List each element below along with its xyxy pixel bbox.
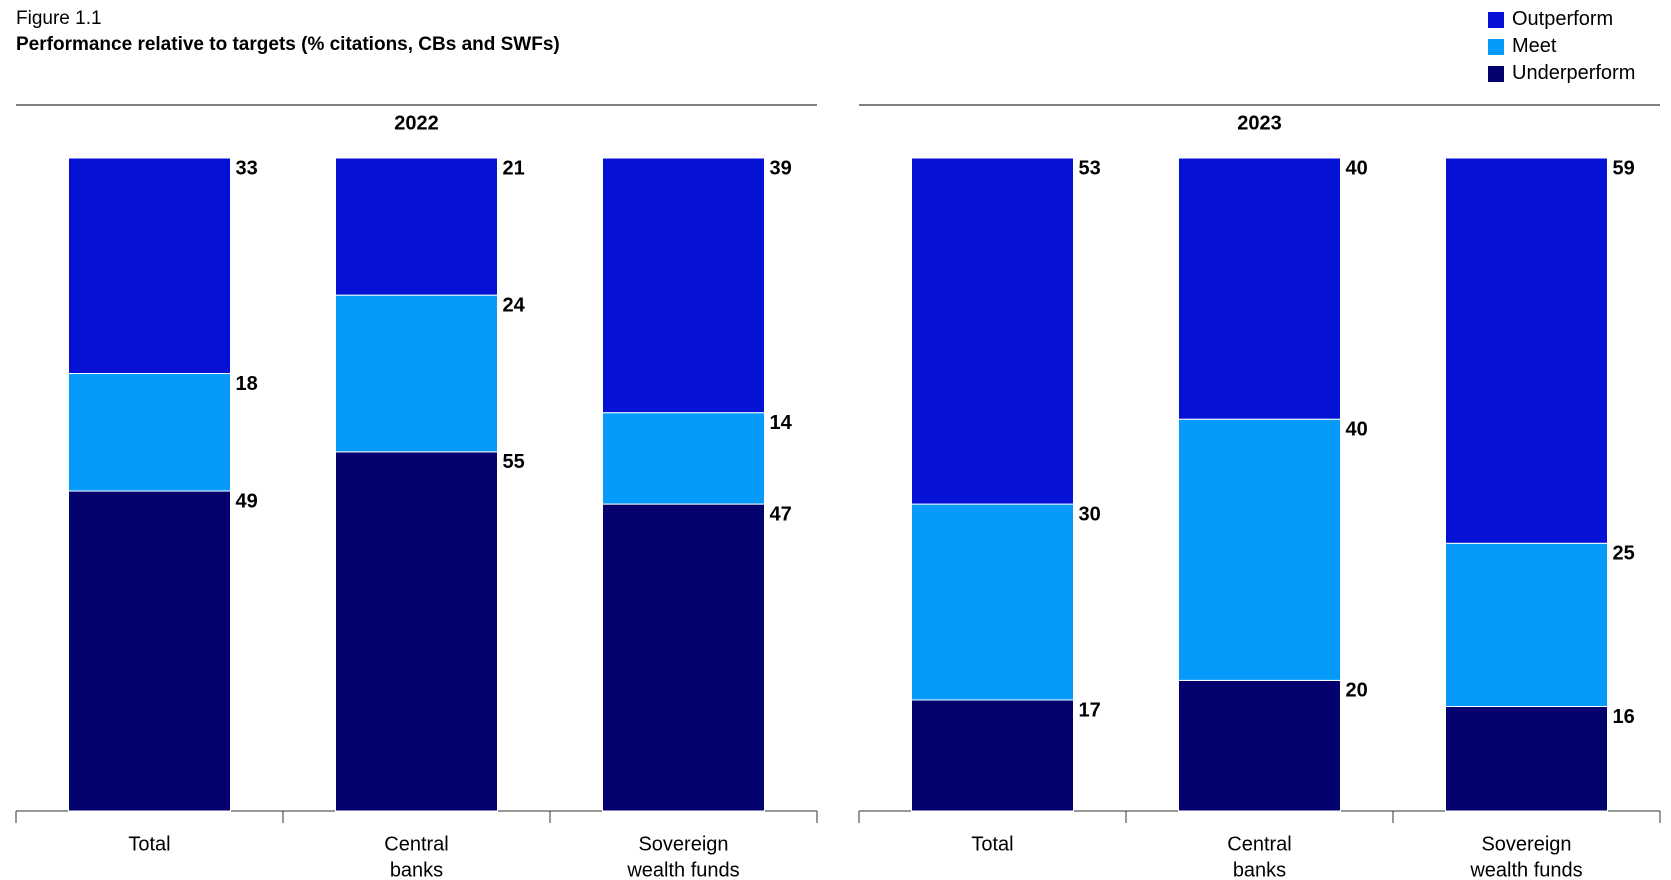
panel-0-value-label-1-underperform: 55 xyxy=(503,451,525,473)
panel-0-bar-0-meet xyxy=(68,372,231,492)
panel-0-bar-2-outperform xyxy=(602,157,765,414)
panel-1-bar-0-meet xyxy=(911,503,1074,701)
panel-0-category-label-2-line-0: Sovereign xyxy=(638,833,728,855)
panel-1-value-label-2-outperform: 59 xyxy=(1613,157,1635,179)
panel-1-category-label-2-line-0: Sovereign xyxy=(1481,833,1571,855)
panel-1-bar-1-underperform xyxy=(1178,679,1341,812)
panel-0-bar-1-outperform xyxy=(335,157,498,296)
panel-1-value-label-2-underperform: 16 xyxy=(1613,706,1635,728)
panel-0-category-label-1-line-0: Central xyxy=(384,833,448,855)
panel-0-value-label-0-meet: 18 xyxy=(236,373,258,395)
panel-1-value-label-0-outperform: 53 xyxy=(1079,157,1101,179)
legend-label-outperform: Outperform xyxy=(1512,8,1614,30)
panel-1-bar-1-meet xyxy=(1178,418,1341,681)
panel-1-category-label-1-line-1: banks xyxy=(1233,859,1286,880)
legend-item-meet: Meet xyxy=(1488,33,1635,60)
panel-1-category-label-1-line-0: Central xyxy=(1227,833,1291,855)
chart-title: Performance relative to targets (% citat… xyxy=(16,34,560,55)
panel-1-category-label-0-line-0: Total xyxy=(971,833,1013,855)
panel-1-year-label: 2023 xyxy=(1237,112,1282,134)
panel-1-bar-0-underperform xyxy=(911,699,1074,812)
panel-0-bar-1-underperform xyxy=(335,451,498,812)
panel-0-value-label-2-outperform: 39 xyxy=(770,157,792,179)
panel-0-year-label: 2022 xyxy=(394,112,439,134)
panel-1-value-label-2-meet: 25 xyxy=(1613,543,1635,565)
panel-0-value-label-2-meet: 14 xyxy=(770,412,793,434)
panel-1-value-label-1-underperform: 20 xyxy=(1346,680,1368,702)
panel-0-bar-1-meet xyxy=(335,294,498,453)
panel-0-bar-2-underperform xyxy=(602,503,765,812)
panel-0-bar-0-outperform xyxy=(68,157,231,374)
panel-0-value-label-1-outperform: 21 xyxy=(503,157,525,179)
legend: Outperform Meet Underperform xyxy=(1488,6,1635,87)
legend-label-meet: Meet xyxy=(1512,35,1557,57)
legend-item-underperform: Underperform xyxy=(1488,60,1635,87)
panel-1-value-label-0-underperform: 17 xyxy=(1079,699,1101,721)
legend-swatch-underperform xyxy=(1488,65,1504,82)
panel-0-value-label-2-underperform: 47 xyxy=(770,503,792,525)
panel-0-category-label-1-line-1: banks xyxy=(390,859,443,880)
legend-swatch-outperform xyxy=(1488,11,1504,28)
panel-1-bar-2-meet xyxy=(1445,542,1608,708)
legend-label-underperform: Underperform xyxy=(1512,62,1636,84)
panel-1-value-label-1-meet: 40 xyxy=(1346,418,1368,440)
panel-1-bar-2-outperform xyxy=(1445,157,1608,544)
panel-1-value-label-1-outperform: 40 xyxy=(1346,157,1368,179)
panel-1-value-label-0-meet: 30 xyxy=(1079,503,1101,525)
panel-1-bar-2-underperform xyxy=(1445,706,1608,812)
panel-0-value-label-0-underperform: 49 xyxy=(236,490,258,512)
panel-0-category-label-0-line-0: Total xyxy=(128,833,170,855)
panel-1-bar-1-outperform xyxy=(1178,157,1341,420)
legend-item-outperform: Outperform xyxy=(1488,6,1635,33)
panel-0-bar-2-meet xyxy=(602,412,765,505)
panel-0-value-label-0-outperform: 33 xyxy=(236,157,258,179)
panel-1-bar-0-outperform xyxy=(911,157,1074,505)
panel-0-category-label-2-line-1: wealth funds xyxy=(626,859,739,880)
legend-swatch-meet xyxy=(1488,38,1504,55)
figure-label: Figure 1.1 xyxy=(16,8,102,29)
panel-1-category-label-2-line-1: wealth funds xyxy=(1469,859,1582,880)
panel-0-bar-0-underperform xyxy=(68,490,231,812)
panel-0-value-label-1-meet: 24 xyxy=(503,294,526,316)
